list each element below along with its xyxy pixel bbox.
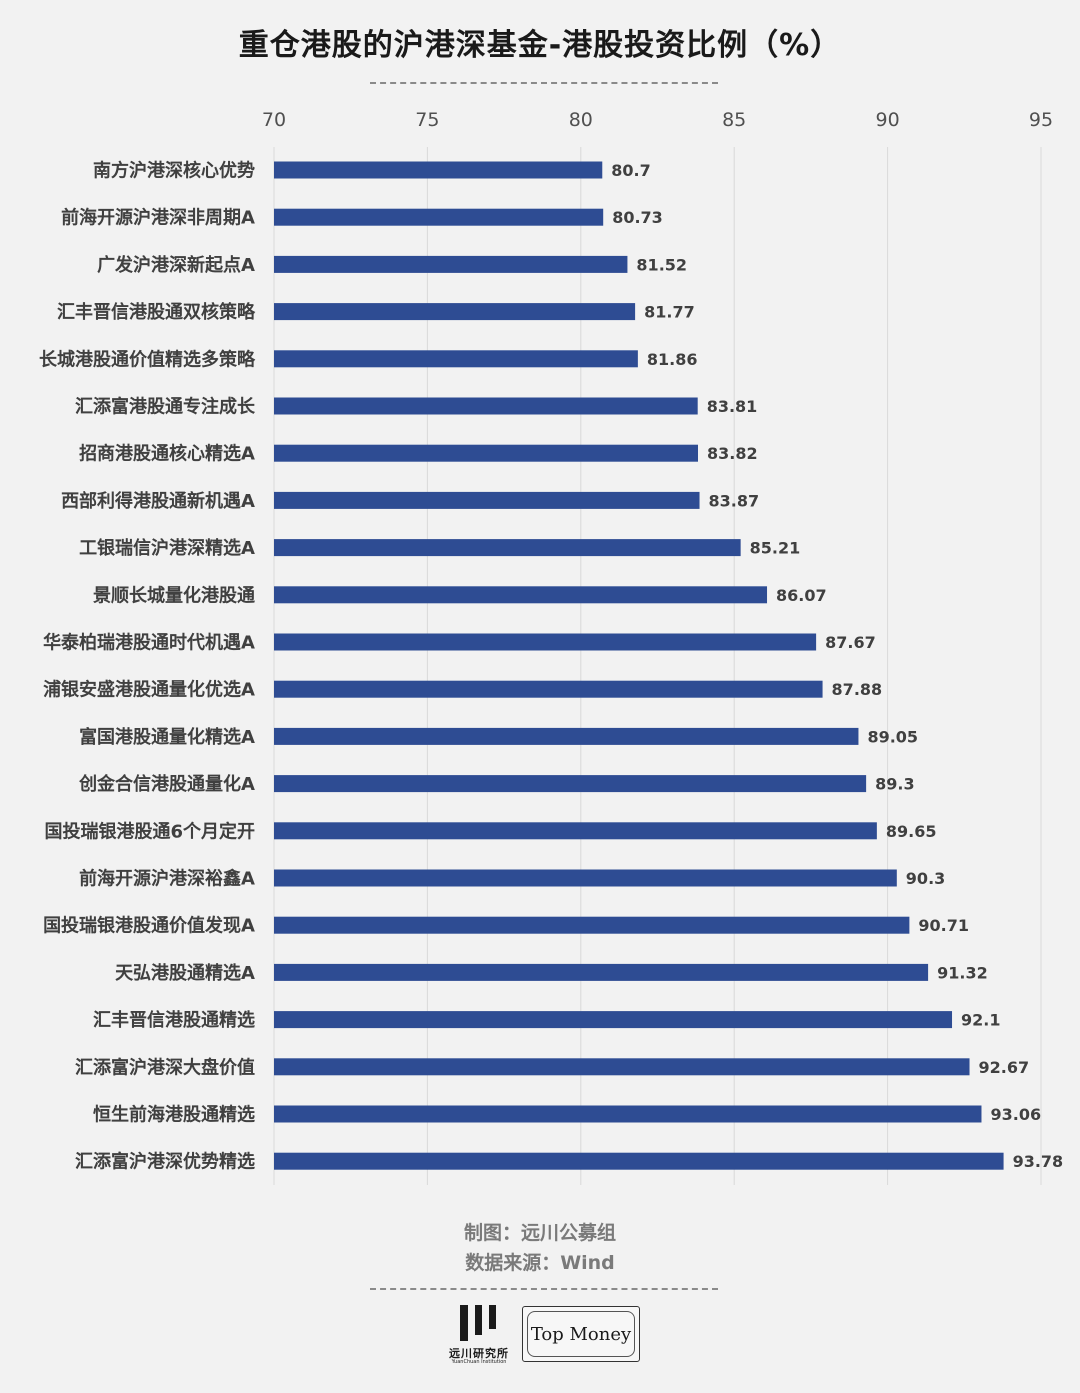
category-label: 汇添富沪港深大盘价值	[75, 1056, 255, 1078]
category-label: 汇添富港股通专注成长	[75, 396, 256, 418]
x-tick-label: 90	[876, 109, 900, 131]
category-label: 汇添富沪港深优势精选	[75, 1151, 255, 1173]
footer-divider	[370, 1288, 718, 1290]
category-label: 广发沪港深新起点A	[97, 254, 255, 276]
category-label: 华泰柏瑞港股通时代机遇A	[43, 632, 255, 654]
bar	[274, 869, 897, 887]
category-label: 天弘港股通精选A	[115, 962, 255, 984]
bar	[274, 491, 700, 509]
x-tick-label: 75	[415, 109, 439, 131]
bar	[274, 444, 698, 462]
data-label: 83.81	[707, 397, 758, 416]
x-tick-label: 80	[569, 109, 593, 131]
category-label: 南方沪港深核心优势	[93, 160, 255, 182]
bar	[274, 916, 910, 934]
data-label: 81.52	[636, 255, 687, 274]
bar	[274, 1105, 982, 1123]
title-divider	[370, 82, 718, 84]
yuanchuan-logo: 远川研究所 YuanChuan Institution	[448, 1305, 510, 1365]
bar	[274, 822, 877, 840]
data-label: 85.21	[750, 539, 801, 558]
bar	[274, 350, 638, 368]
bar	[274, 208, 604, 226]
data-label: 92.1	[961, 1011, 1000, 1030]
chart-title: 重仓港股的沪港深基金-港股投资比例（%）	[238, 28, 842, 63]
made-by-text: 制图：远川公募组	[463, 1222, 616, 1244]
top-money-logo-text: Top Money	[527, 1311, 635, 1357]
data-label: 93.06	[990, 1105, 1041, 1124]
bar	[274, 255, 628, 273]
data-label: 93.78	[1013, 1152, 1064, 1171]
yuanchuan-logo-en: YuanChuan Institution	[451, 1359, 507, 1365]
data-label: 87.67	[825, 633, 876, 652]
top-money-logo: Top Money	[522, 1306, 640, 1362]
data-label: 81.77	[644, 303, 695, 322]
category-label: 招商港股通核心精选A	[79, 443, 255, 465]
data-label: 92.67	[979, 1058, 1030, 1077]
data-source-text: 数据来源：Wind	[465, 1252, 615, 1274]
category-label: 汇丰晋信港股通双核策略	[57, 301, 256, 323]
data-label: 89.05	[867, 727, 918, 746]
bar	[274, 539, 741, 557]
data-label: 90.3	[906, 869, 945, 888]
data-label: 83.87	[709, 491, 760, 510]
bar	[274, 161, 603, 179]
category-label: 浦银安盛港股通量化优选A	[43, 679, 255, 701]
bar	[274, 586, 768, 604]
data-label: 80.7	[611, 161, 650, 180]
category-label: 工银瑞信沪港深精选A	[79, 537, 255, 559]
data-label: 83.82	[707, 444, 758, 463]
bar-chart: 70 75 80 85 90 95 南方沪港深核心优势 80.7 前海开源沪港深非周期A 80.7…	[39, 109, 1064, 1185]
data-label: 87.88	[832, 680, 883, 699]
data-label: 80.73	[612, 208, 663, 227]
x-tick-label: 85	[722, 109, 746, 131]
yuanchuan-logo-mark-icon	[458, 1305, 502, 1343]
category-label: 富国港股通量化精选A	[79, 726, 255, 748]
data-label: 81.86	[647, 350, 698, 369]
bar	[274, 775, 867, 793]
data-label: 89.3	[875, 775, 914, 794]
category-label: 汇丰晋信港股通精选	[93, 1009, 255, 1031]
bar	[274, 1011, 953, 1029]
bar	[274, 680, 823, 698]
category-label: 国投瑞银港股通价值发现A	[43, 915, 255, 937]
bar	[274, 397, 698, 415]
category-label: 前海开源沪港深非周期A	[61, 207, 255, 229]
bar	[274, 727, 859, 745]
category-label: 恒生前海港股通精选	[93, 1104, 255, 1126]
bar	[274, 963, 929, 981]
category-label: 前海开源沪港深裕鑫A	[79, 868, 255, 890]
category-label: 创金合信港股通量化A	[78, 773, 255, 795]
bar	[274, 1152, 1004, 1170]
category-label: 国投瑞银港股通6个月定开	[44, 820, 255, 842]
bar	[274, 1058, 970, 1076]
x-tick-label: 70	[262, 109, 286, 131]
category-label: 长城港股通价值精选多策略	[39, 348, 256, 370]
x-tick-label: 95	[1029, 109, 1053, 131]
data-label: 86.07	[776, 586, 827, 605]
yuanchuan-logo-cn: 远川研究所	[449, 1347, 509, 1360]
category-label: 西部利得港股通新机遇A	[61, 490, 255, 512]
data-label: 90.71	[918, 916, 969, 935]
category-label: 景顺长城量化港股通	[93, 584, 255, 606]
data-label: 89.65	[886, 822, 937, 841]
bar	[274, 303, 636, 321]
data-label: 91.32	[937, 963, 988, 982]
bar	[274, 633, 817, 651]
